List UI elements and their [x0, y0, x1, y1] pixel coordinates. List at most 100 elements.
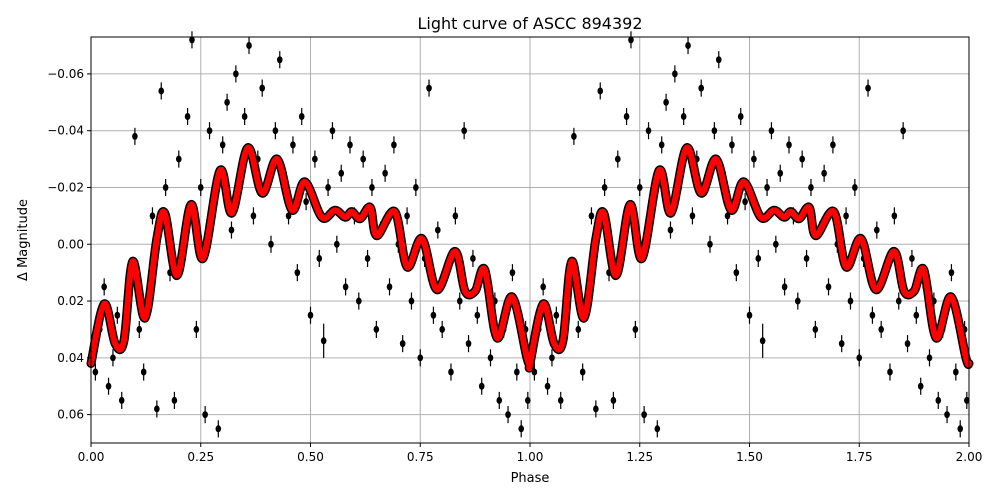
data-point: [588, 212, 595, 220]
data-point: [149, 212, 156, 220]
data-point: [636, 183, 643, 191]
data-point: [764, 183, 770, 191]
data-point: [334, 240, 340, 248]
data-point: [865, 84, 871, 92]
data-point: [320, 337, 327, 345]
data-point: [895, 297, 902, 305]
data-point: [615, 155, 621, 163]
data-point: [465, 340, 472, 348]
data-point: [869, 311, 876, 319]
data-point: [250, 212, 257, 220]
y-axis-label: Δ Magnitude: [16, 199, 31, 281]
x-axis-label: Phase: [511, 471, 550, 486]
data-point: [132, 132, 138, 140]
data-point: [303, 198, 309, 206]
data-point: [496, 396, 503, 404]
data-point: [935, 396, 942, 404]
data-point: [808, 183, 814, 191]
data-point: [241, 112, 248, 120]
x-tick-label: 0.25: [187, 450, 214, 464]
data-point: [110, 354, 116, 362]
data-point: [118, 396, 125, 404]
data-point: [698, 84, 705, 92]
data-point: [404, 212, 410, 220]
data-point: [189, 36, 195, 44]
data-point: [268, 240, 274, 248]
data-point: [632, 325, 639, 333]
data-point: [601, 183, 608, 191]
data-point: [417, 354, 424, 362]
data-point: [755, 254, 762, 262]
data-point: [193, 325, 200, 333]
data-point: [391, 141, 397, 149]
data-point: [742, 198, 748, 206]
data-point: [926, 354, 933, 362]
data-point: [413, 183, 419, 191]
data-point: [518, 425, 525, 433]
data-point: [751, 155, 757, 163]
data-point: [259, 84, 266, 92]
data-point: [645, 127, 652, 135]
data-point: [307, 311, 314, 319]
data-point: [298, 112, 305, 120]
data-point: [579, 368, 586, 376]
data-point: [448, 368, 454, 376]
data-point: [711, 127, 718, 135]
data-point: [830, 141, 836, 149]
data-points: [92, 31, 970, 438]
data-point: [158, 87, 165, 95]
data-point: [360, 155, 366, 163]
data-point: [478, 382, 485, 390]
data-point: [913, 311, 920, 319]
data-point: [197, 183, 204, 191]
data-point: [219, 141, 226, 149]
data-point: [487, 354, 494, 362]
data-point: [171, 396, 178, 404]
data-point: [733, 269, 740, 277]
data-point: [628, 36, 634, 44]
data-point: [509, 269, 516, 277]
y-axis-ticks: −0.06 −0.04 −0.02 0.00 0.02 0.04 0.06: [47, 67, 91, 422]
data-point: [812, 325, 819, 333]
chart-title: Light curve of ASCC 894392: [417, 14, 642, 33]
data-point: [342, 283, 349, 291]
data-point: [964, 396, 970, 404]
data-point: [338, 169, 345, 177]
data-point: [610, 396, 617, 404]
data-point: [439, 325, 446, 333]
data-point: [276, 56, 283, 64]
data-point: [184, 112, 191, 120]
x-tick-label: 0.75: [407, 450, 434, 464]
data-point: [202, 411, 208, 419]
data-point: [329, 127, 336, 135]
model-curve-line: [88, 144, 972, 372]
data-point: [689, 212, 696, 220]
data-point: [228, 226, 235, 234]
data-point: [557, 396, 564, 404]
y-tick-label: −0.02: [47, 180, 84, 194]
data-point: [575, 325, 582, 333]
data-point: [92, 368, 99, 376]
x-tick-label: 1.75: [846, 450, 873, 464]
data-point: [525, 396, 531, 404]
data-point: [773, 240, 779, 248]
data-point: [838, 340, 845, 348]
data-point: [140, 368, 147, 376]
data-point: [786, 141, 792, 149]
data-point: [540, 283, 546, 291]
data-point: [549, 354, 555, 362]
data-point: [373, 325, 380, 333]
data-point: [794, 297, 801, 305]
data-point: [347, 141, 353, 149]
data-point: [312, 155, 318, 163]
x-tick-label: 0.00: [78, 450, 105, 464]
data-point: [900, 127, 906, 135]
data-point: [729, 141, 735, 149]
data-point: [685, 42, 691, 50]
data-point: [430, 311, 437, 319]
data-point: [114, 311, 121, 319]
data-point: [435, 226, 441, 234]
data-point: [887, 368, 893, 376]
data-point: [294, 269, 301, 277]
data-point: [136, 325, 143, 333]
